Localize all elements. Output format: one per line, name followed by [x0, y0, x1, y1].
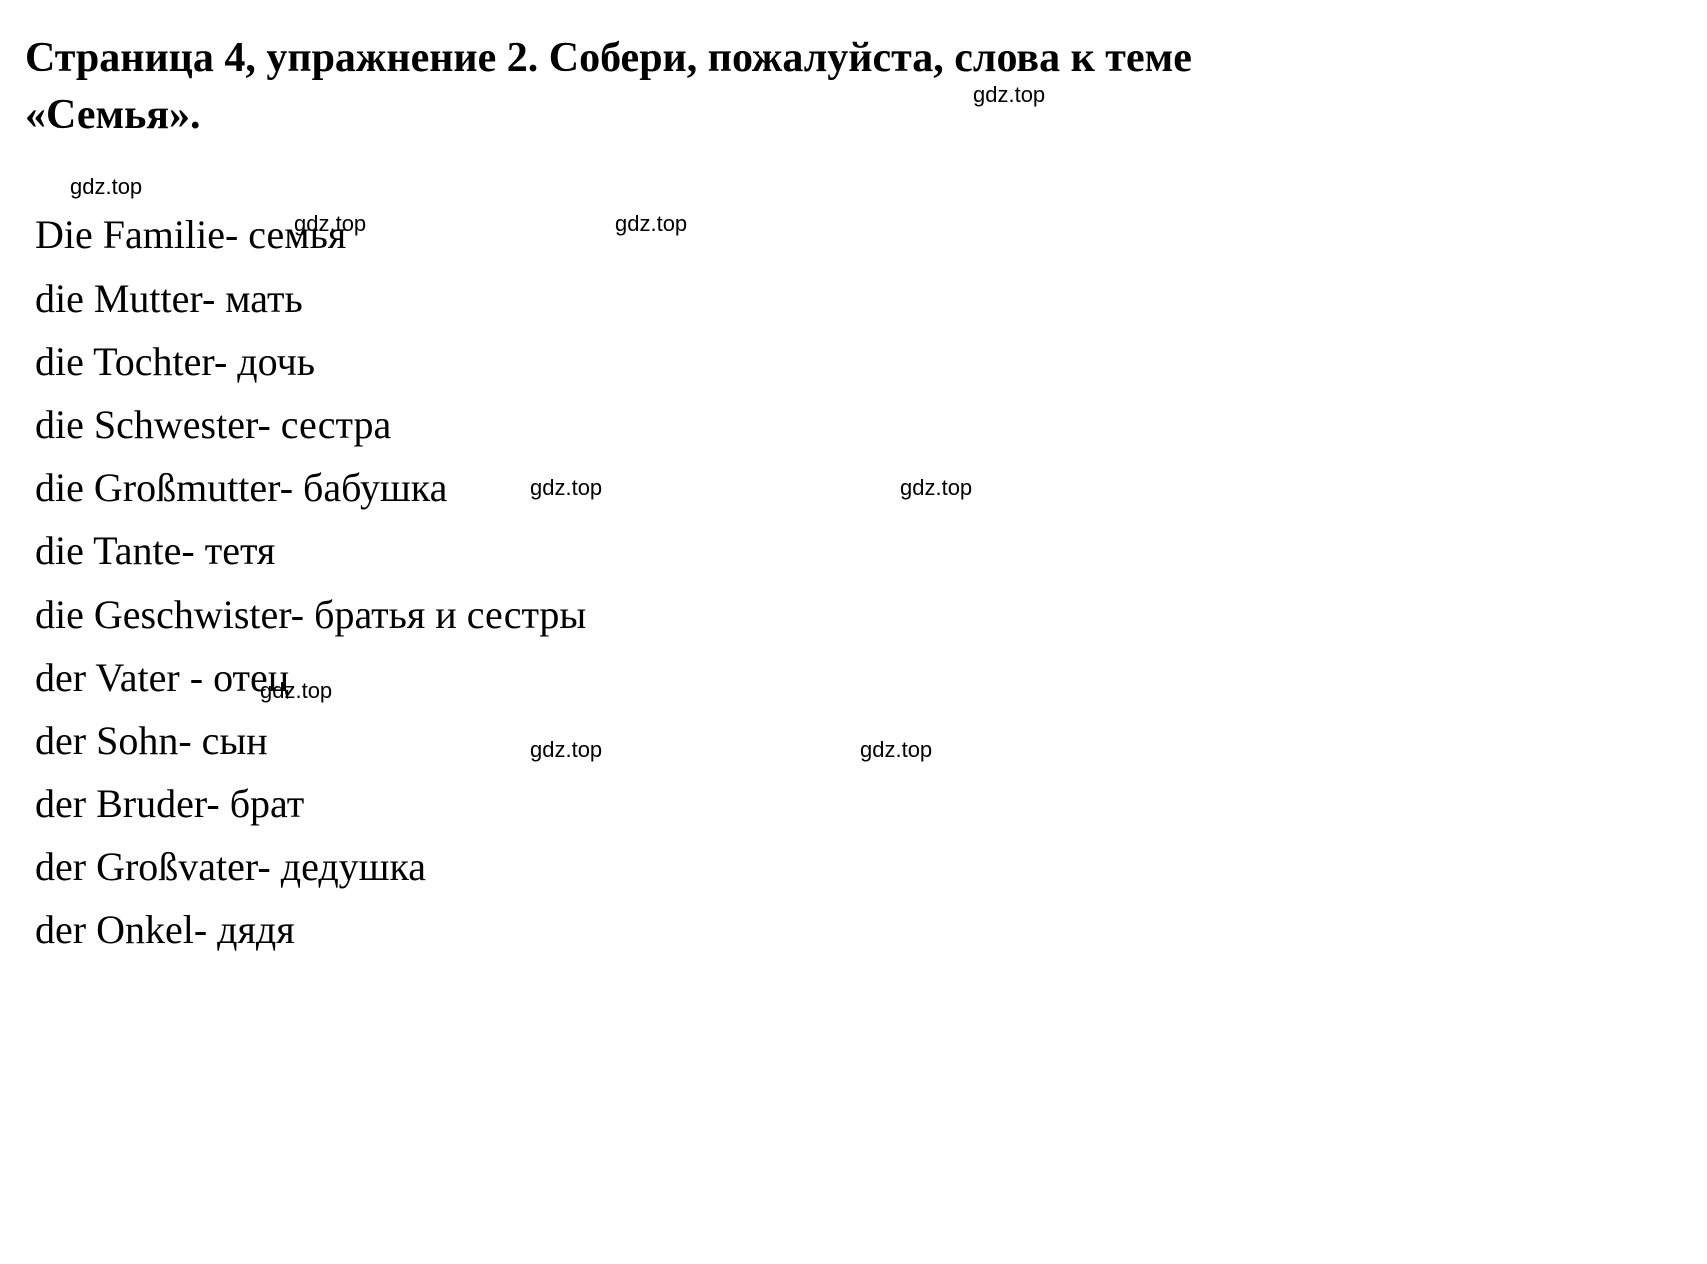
- vocab-german: die Schwester: [35, 402, 257, 447]
- watermark-text: gdz.top: [294, 211, 366, 237]
- vocab-german: Die Familie: [35, 212, 225, 257]
- vocab-russian: дядя: [217, 907, 295, 952]
- watermark-text: gdz.top: [615, 211, 687, 237]
- vocab-russian: дедушка: [281, 844, 426, 889]
- vocab-german: der Großvater: [35, 844, 257, 889]
- vocab-german: der Onkel: [35, 907, 194, 952]
- vocab-item: die Tante- тетя: [35, 519, 1682, 582]
- exercise-heading: Страница 4, упражнение 2. Собери, пожалу…: [25, 30, 1682, 143]
- vocab-item: der Onkel- дядя: [35, 898, 1682, 961]
- vocab-russian: брат: [230, 781, 305, 826]
- vocab-item: die Tochter- дочь: [35, 330, 1682, 393]
- vocab-russian: братья и сестры: [314, 592, 586, 637]
- heading-line1: Страница 4, упражнение 2. Собери, пожалу…: [25, 35, 1192, 81]
- vocab-russian: дочь: [237, 339, 315, 384]
- vocab-russian: бабушка: [303, 465, 447, 510]
- watermark-text: gdz.top: [530, 737, 602, 763]
- vocab-item: der Bruder- брат: [35, 772, 1682, 835]
- watermark-text: gdz.top: [70, 174, 142, 200]
- watermark-text: gdz.top: [530, 475, 602, 501]
- watermark-text: gdz.top: [860, 737, 932, 763]
- vocabulary-list: Die Familie- семья die Mutter- мать die …: [25, 203, 1682, 961]
- vocab-item: die Großmutter- бабушка: [35, 456, 1682, 519]
- vocab-item: der Großvater- дедушка: [35, 835, 1682, 898]
- vocab-item: die Schwester- сестра: [35, 393, 1682, 456]
- vocab-russian: мать: [225, 276, 302, 321]
- vocab-german: der Vater: [35, 655, 190, 700]
- vocab-item: der Sohn- сын: [35, 709, 1682, 772]
- vocab-german: der Sohn: [35, 718, 178, 763]
- vocab-russian: сын: [202, 718, 268, 763]
- vocab-german: die Tante: [35, 528, 181, 573]
- vocab-russian: сестра: [281, 402, 391, 447]
- vocab-russian: тетя: [205, 528, 276, 573]
- watermark-text: gdz.top: [900, 475, 972, 501]
- vocab-item: Die Familie- семья: [35, 203, 1682, 266]
- watermark-text: gdz.top: [973, 82, 1045, 108]
- vocab-item: die Mutter- мать: [35, 267, 1682, 330]
- vocab-german: der Bruder: [35, 781, 206, 826]
- vocab-german: die Tochter: [35, 339, 214, 384]
- vocab-german: die Mutter: [35, 276, 202, 321]
- vocab-german: die Großmutter: [35, 465, 280, 510]
- vocab-item: die Geschwister- братья и сестры: [35, 583, 1682, 646]
- heading-line2: «Семья».: [25, 92, 201, 138]
- vocab-german: die Geschwister: [35, 592, 291, 637]
- watermark-text: gdz.top: [260, 678, 332, 704]
